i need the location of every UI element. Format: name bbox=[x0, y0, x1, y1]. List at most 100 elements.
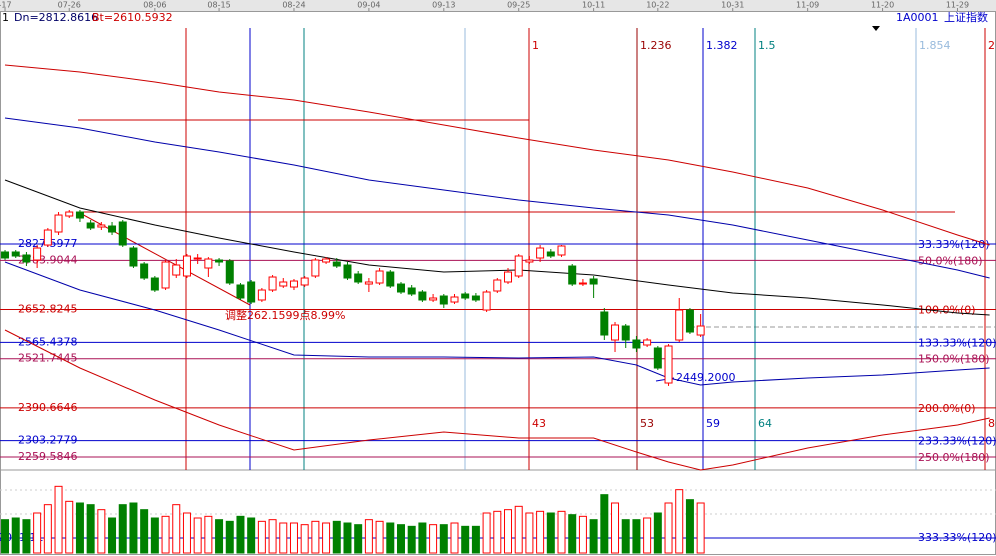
time-line-count: 64 bbox=[758, 417, 772, 430]
x-tick-label: 11-20 bbox=[871, 1, 894, 10]
volume-bar bbox=[407, 525, 416, 554]
candle-body bbox=[632, 339, 641, 349]
level-ratio: 333.33%(120) bbox=[918, 531, 996, 544]
candle-body bbox=[322, 258, 331, 263]
candle-body bbox=[536, 247, 545, 259]
volume-bar bbox=[215, 519, 224, 554]
candle-body bbox=[97, 224, 106, 228]
volume-bar bbox=[140, 509, 149, 554]
level-ratio: 50.0%(180) bbox=[918, 254, 983, 267]
volume-bar bbox=[514, 505, 523, 554]
candle-body bbox=[300, 277, 309, 286]
candle-body bbox=[664, 345, 673, 384]
volume-bar bbox=[322, 522, 331, 554]
volume-bar bbox=[182, 512, 191, 554]
x-tick-label: 09-25 bbox=[507, 1, 530, 10]
volume-bar bbox=[611, 502, 620, 554]
x-tick-label: 08-06 bbox=[143, 1, 166, 10]
volume-bar bbox=[471, 525, 480, 554]
volume-bar bbox=[450, 522, 459, 554]
volume-bar bbox=[386, 522, 395, 554]
candle-body bbox=[33, 247, 42, 261]
volume-bar bbox=[621, 519, 630, 554]
header-bt: Bt=2610.5932 bbox=[92, 11, 173, 24]
candle-body bbox=[418, 291, 427, 301]
volume-bar bbox=[65, 500, 74, 554]
volume-bar bbox=[525, 512, 534, 554]
annotation: 2449.2000 bbox=[676, 371, 736, 384]
candle-body bbox=[439, 295, 448, 305]
candle-body bbox=[311, 259, 320, 277]
candle-body bbox=[386, 271, 395, 287]
volume-bar bbox=[685, 499, 694, 554]
candle-body bbox=[11, 251, 20, 257]
header-id: 1 bbox=[2, 11, 9, 24]
time-line-count: 59 bbox=[706, 417, 720, 430]
volume-bar bbox=[493, 510, 502, 554]
level-label: 2390.6646 bbox=[18, 401, 78, 414]
level-label: 2783.9044 bbox=[18, 253, 78, 266]
candle-body bbox=[343, 264, 352, 279]
volume-bar bbox=[54, 485, 63, 554]
volume-bar bbox=[696, 502, 705, 554]
time-line-label: 1 bbox=[532, 39, 539, 52]
candle-body bbox=[182, 255, 191, 277]
candle-body bbox=[471, 295, 480, 301]
x-tick-label: 10-31 bbox=[721, 1, 744, 10]
candle-body bbox=[621, 325, 630, 341]
candle-body bbox=[396, 283, 405, 293]
volume-bar bbox=[343, 522, 352, 554]
x-tick-label: 10-22 bbox=[646, 1, 669, 10]
x-tick-label: 08-24 bbox=[282, 1, 305, 10]
candle-body bbox=[568, 265, 577, 285]
candle-body bbox=[493, 279, 502, 292]
time-line-label: 1.236 bbox=[640, 39, 672, 52]
volume-bar bbox=[375, 520, 384, 554]
level-label: 2652.8245 bbox=[18, 303, 78, 316]
candle-body bbox=[461, 293, 470, 299]
candle-body bbox=[86, 222, 95, 229]
candle-body bbox=[429, 297, 438, 301]
candle-body bbox=[675, 309, 684, 341]
candle-body bbox=[525, 259, 534, 263]
dropdown-icon bbox=[872, 26, 880, 31]
indicator-line bbox=[4, 329, 990, 471]
volume-bar bbox=[653, 512, 662, 554]
level-ratio: 33.33%(120) bbox=[918, 238, 990, 251]
level-label: 2041.11 bbox=[0, 531, 44, 544]
annotation: 调整262.1599点8.99% bbox=[225, 308, 345, 322]
candle-body bbox=[108, 225, 117, 233]
volume-bar bbox=[289, 522, 298, 554]
time-line-count: 86 bbox=[988, 417, 996, 430]
volume-bar bbox=[161, 515, 170, 554]
candle-body bbox=[557, 245, 566, 256]
volume-bar bbox=[75, 502, 84, 554]
time-line-count: 43 bbox=[532, 417, 546, 430]
time-line-label: 1.854 bbox=[919, 39, 951, 52]
candle-body bbox=[578, 282, 587, 285]
volume-bar bbox=[172, 504, 181, 554]
volume-bar bbox=[204, 515, 213, 554]
volume-bar bbox=[643, 517, 652, 554]
candle-body bbox=[375, 270, 384, 284]
x-tick-label: 09-13 bbox=[432, 1, 455, 10]
candle-body bbox=[546, 251, 555, 257]
volume-bar bbox=[129, 502, 138, 554]
volume-bar bbox=[268, 519, 277, 554]
header-code: 1A0001 bbox=[896, 11, 939, 24]
volume-bar bbox=[108, 517, 117, 554]
candle-body bbox=[129, 247, 138, 267]
volume-bar bbox=[247, 517, 256, 554]
candle-body bbox=[643, 339, 652, 346]
x-tick-label: 11-09 bbox=[796, 1, 819, 10]
volume-bar bbox=[364, 519, 373, 554]
candle-body bbox=[54, 214, 63, 233]
x-tick-label: 08-15 bbox=[207, 1, 230, 10]
volume-bar bbox=[536, 510, 545, 554]
candle-body bbox=[236, 284, 245, 299]
x-tick-label: -17 bbox=[0, 1, 12, 10]
volume-bar bbox=[22, 519, 31, 554]
volume-bar bbox=[86, 504, 95, 554]
